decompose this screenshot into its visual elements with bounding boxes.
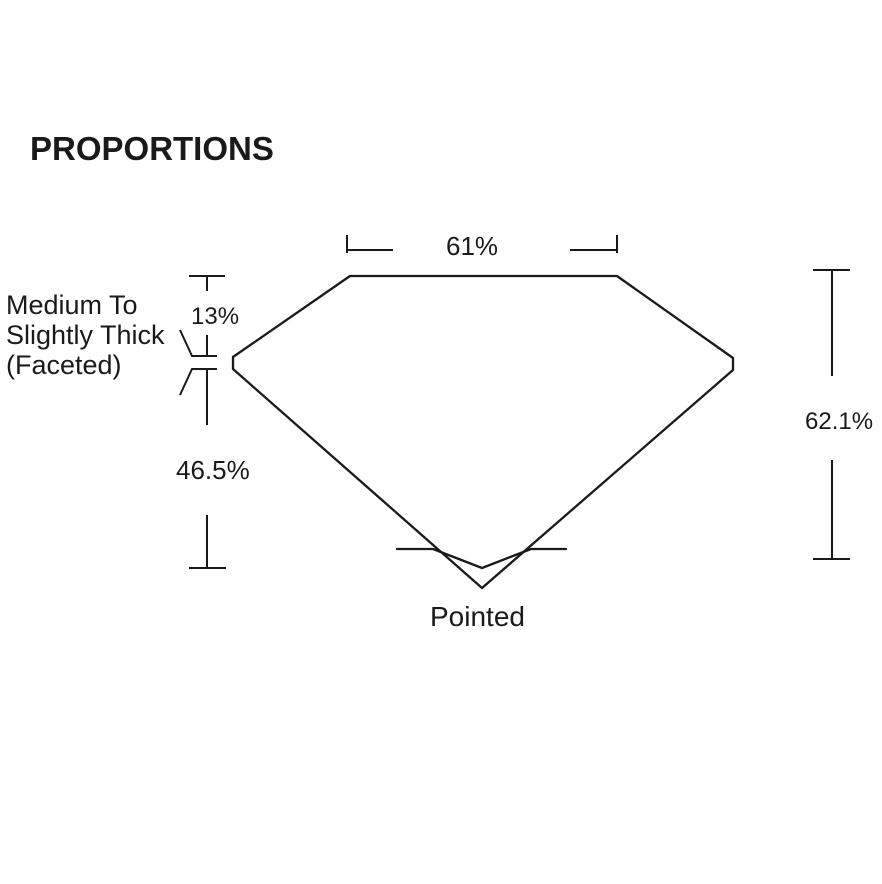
svg-text:Slightly Thick: Slightly Thick (6, 320, 165, 350)
svg-text:(Faceted): (Faceted) (6, 350, 122, 380)
svg-text:Medium To: Medium To (6, 290, 138, 320)
svg-text:62.1%: 62.1% (805, 408, 873, 435)
svg-text:Pointed: Pointed (430, 601, 525, 632)
svg-text:61%: 61% (446, 231, 498, 261)
svg-text:46.5%: 46.5% (176, 455, 250, 485)
svg-text:13%: 13% (191, 303, 239, 330)
